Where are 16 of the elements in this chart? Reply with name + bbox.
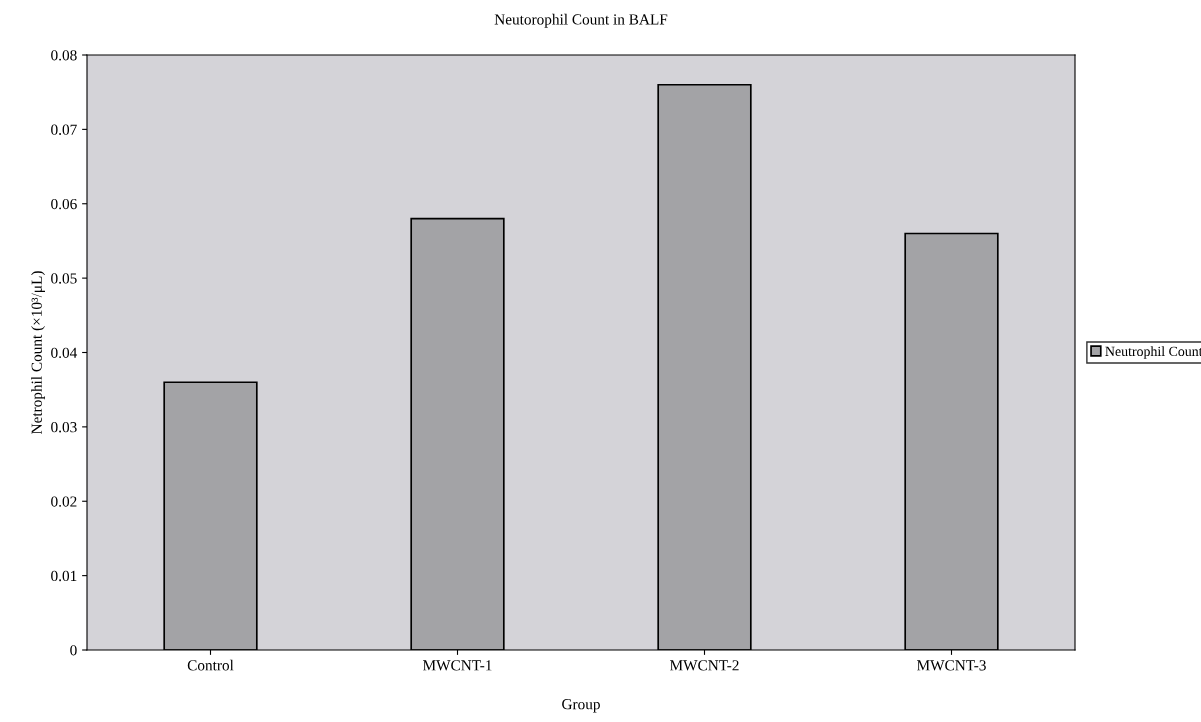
x-axis-title: Group: [562, 699, 600, 713]
x-tick-label: Control: [187, 659, 234, 671]
y-tick-label: 0.05: [51, 273, 77, 284]
y-axis-title: Netrophil Count (×10³/μL): [31, 271, 45, 435]
x-tick-label: MWCNT-1: [422, 660, 492, 671]
y-tick-label: 0.01: [51, 570, 77, 582]
y-tick-label: 0: [70, 645, 77, 656]
chart-title: Neutorophil Count in BALF: [494, 13, 668, 28]
y-tick-label: 0.02: [51, 496, 77, 507]
y-tick-label: 0.04: [51, 347, 78, 359]
y-tick-label: 0.07: [51, 124, 77, 135]
x-tick-label: MWCNT-2: [669, 660, 739, 671]
y-tick-label: 0.03: [51, 422, 77, 433]
y-tick-label: 0.06: [51, 198, 77, 210]
y-tick-label: 0.08: [51, 50, 77, 61]
x-tick-label: MWCNT-3: [916, 660, 986, 671]
